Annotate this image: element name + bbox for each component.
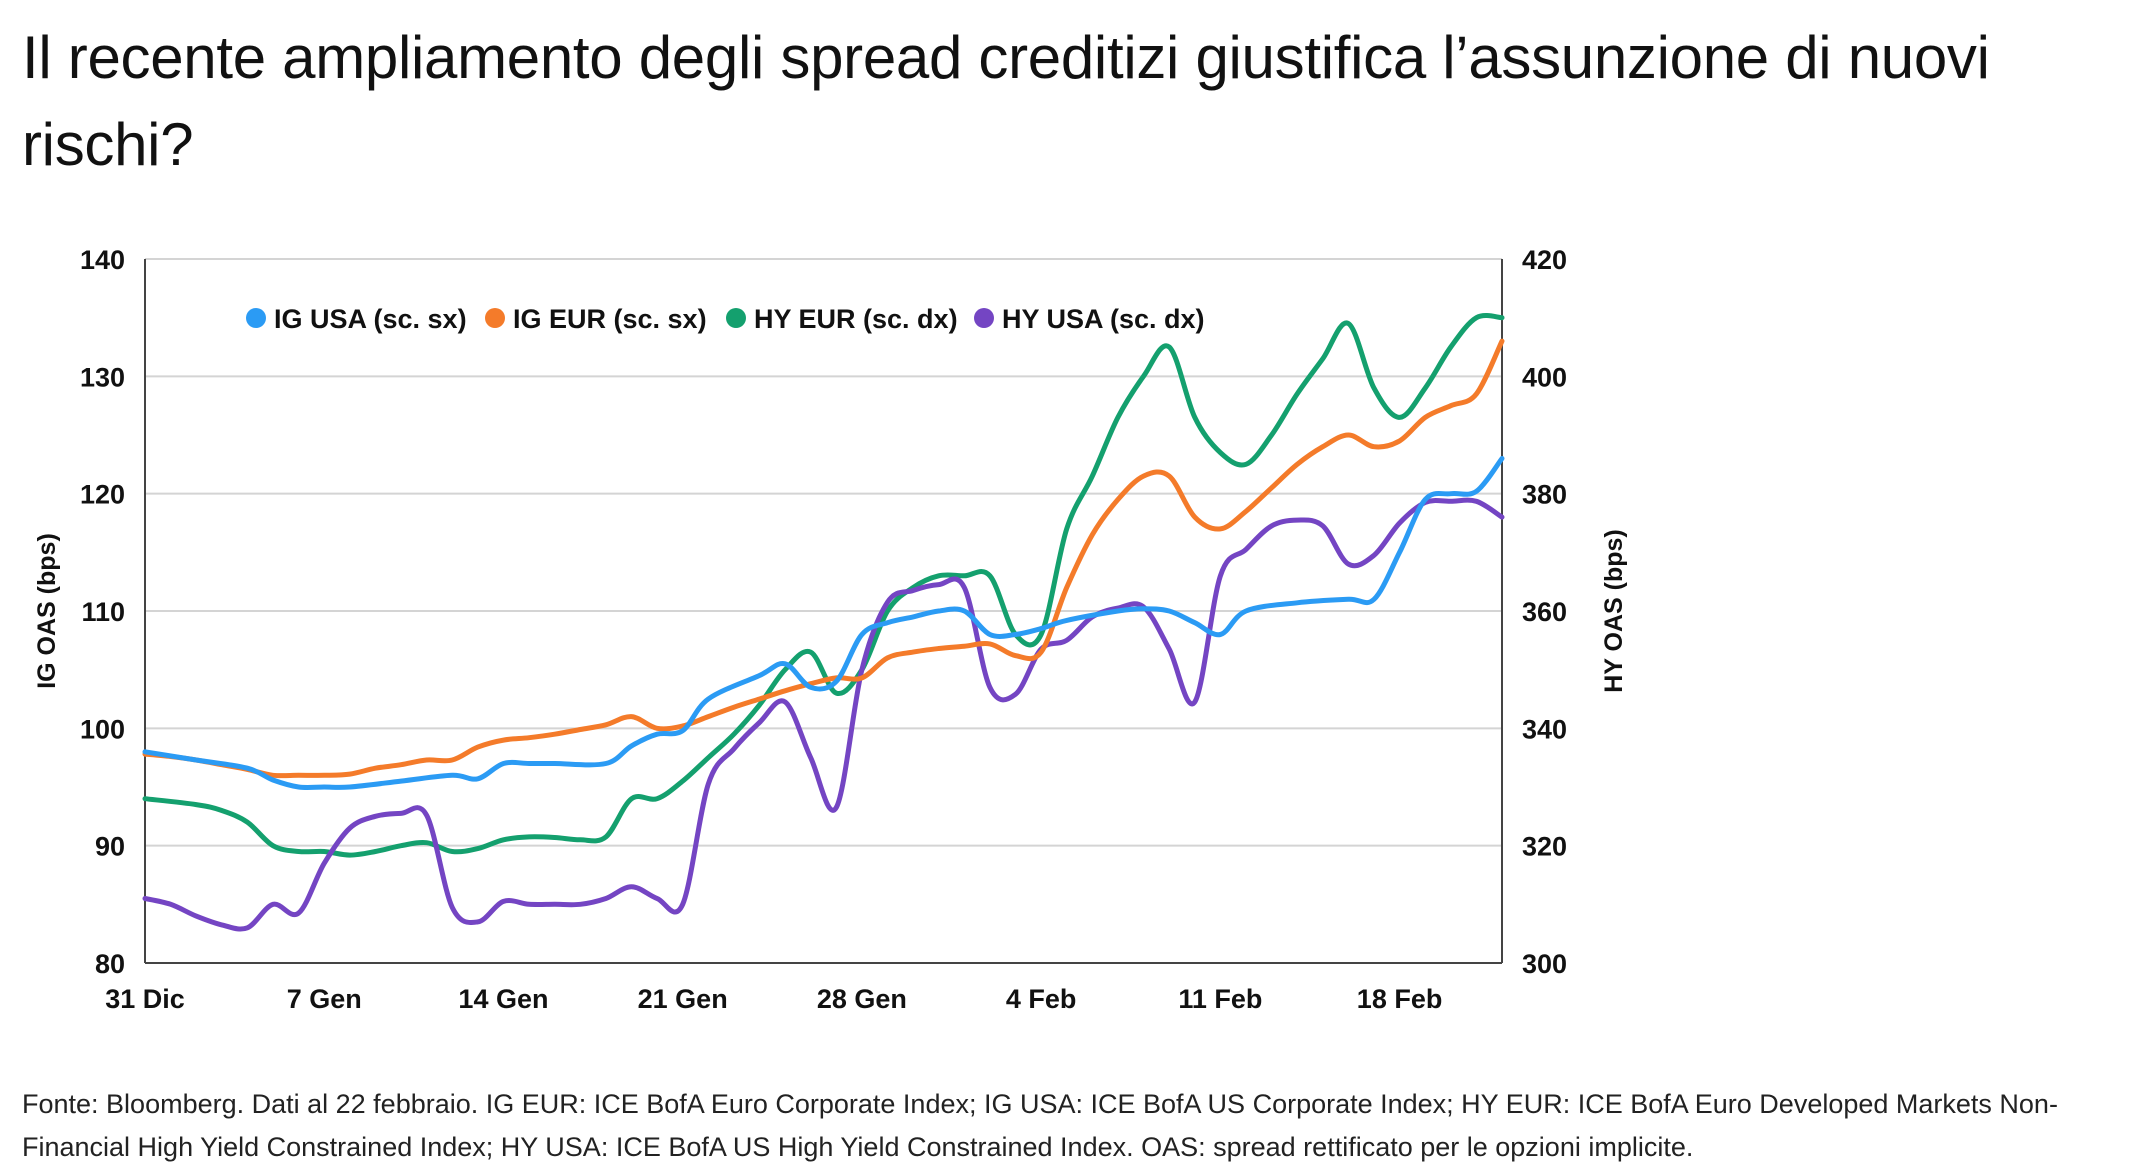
legend-marker <box>485 308 505 328</box>
y-tick-label-left: 110 <box>81 597 125 627</box>
y-tick-label-right: 340 <box>1522 714 1567 744</box>
series-line-ig-usa <box>142 456 1505 791</box>
x-tick-label: 28 Gen <box>817 984 907 1014</box>
y-axis-right: 300 320 340 360 380 400 420 <box>1522 245 1567 979</box>
legend-label: IG USA (sc. sx) <box>274 304 467 334</box>
y-tick-label-right: 420 <box>1522 245 1567 275</box>
x-tick-label: 4 Feb <box>1006 984 1077 1014</box>
series-lines <box>142 313 1505 932</box>
y-axis-title-right: HY OAS (bps) <box>1600 529 1628 692</box>
series-line-hy-eur <box>142 313 1505 858</box>
y-tick-label-left: 80 <box>95 949 125 979</box>
legend-label: HY EUR (sc. dx) <box>754 304 958 334</box>
y-tick-label-right: 400 <box>1522 362 1567 392</box>
axis-titles: IG OAS (bps) HY OAS (bps) <box>33 529 1628 692</box>
x-tick-label: 31 Dic <box>105 984 185 1014</box>
y-tick-label-left: 100 <box>80 714 125 744</box>
plot-frame <box>144 259 1503 964</box>
x-tick-label: 14 Gen <box>458 984 548 1014</box>
series-line-hy-usa <box>142 497 1505 932</box>
source-note: Fonte: Bloomberg. Dati al 22 febbraio. I… <box>22 1089 2058 1162</box>
chart-title: Il recente ampliamento degli spread cred… <box>22 24 1990 178</box>
y-tick-label-right: 320 <box>1522 832 1567 862</box>
grid-lines <box>145 258 1502 847</box>
x-tick-label: 7 Gen <box>287 984 362 1014</box>
y-tick-label-left: 120 <box>80 480 125 510</box>
y-tick-label-right: 380 <box>1522 480 1567 510</box>
legend-marker <box>974 308 994 328</box>
legend-label: HY USA (sc. dx) <box>1002 304 1205 334</box>
legend-label: IG EUR (sc. sx) <box>513 304 707 334</box>
x-tick-label: 21 Gen <box>638 984 728 1014</box>
y-tick-label-right: 300 <box>1522 949 1567 979</box>
y-tick-label-left: 140 <box>80 245 125 275</box>
x-tick-label: 11 Feb <box>1178 984 1262 1014</box>
series-line-ig-eur <box>142 338 1505 779</box>
x-axis: 31 Dic 7 Gen 14 Gen 21 Gen 28 Gen 4 Feb 11 Feb… <box>105 984 1442 1014</box>
x-tick-label: 18 Feb <box>1357 984 1443 1014</box>
legend-marker <box>246 308 266 328</box>
y-axis-left: 80 90 100 110 120 130 140 <box>80 245 125 979</box>
chart-svg: IG USA (sc. sx) IG EUR (sc. sx) HY EUR (sc… <box>33 245 1628 1014</box>
y-tick-label-left: 130 <box>80 362 125 392</box>
y-tick-label-left: 90 <box>95 832 125 862</box>
y-tick-label-right: 360 <box>1522 597 1567 627</box>
legend: IG USA (sc. sx) IG EUR (sc. sx) HY EUR (sc… <box>246 304 1205 334</box>
y-axis-title-left: IG OAS (bps) <box>33 533 61 689</box>
legend-marker <box>726 308 746 328</box>
